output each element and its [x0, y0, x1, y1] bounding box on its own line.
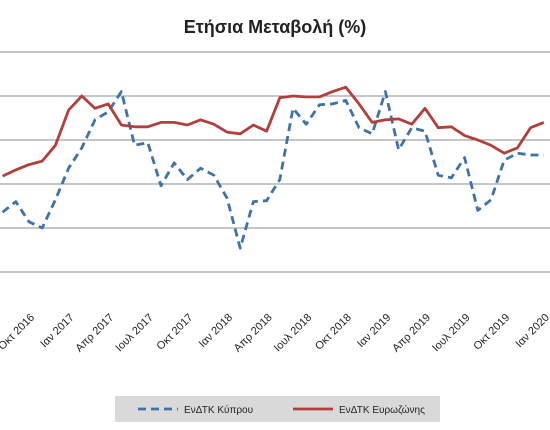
- series-line: [1, 90, 544, 250]
- x-tick-label: Ιουλ 2018: [272, 312, 315, 355]
- x-tick-label: Ιουλ 2019: [430, 312, 473, 355]
- chart-title: Ετήσια Μεταβολή (%): [184, 17, 367, 37]
- x-tick-label: Απρ 2018: [232, 312, 275, 355]
- x-tick-label: Απρ 2017: [73, 312, 116, 355]
- x-tick-label: Απρ 2019: [390, 312, 433, 355]
- x-tick-label: Ιουλ 2017: [113, 312, 156, 355]
- x-tick-label: Ιαν 2018: [197, 312, 236, 351]
- legend-label: ΕνΔΤΚ Ευρωζώνης: [339, 404, 425, 416]
- legend-label: ΕνΔΤΚ Κύπρου: [184, 404, 253, 416]
- x-tick-label: Ιαν 2020: [513, 312, 550, 351]
- x-tick-label: Οκτ 2017: [155, 312, 196, 353]
- x-tick-label: Ιαν 2019: [355, 312, 394, 351]
- x-tick-label: Οκτ 2016: [0, 312, 37, 353]
- x-tick-label: Οκτ 2018: [313, 312, 354, 353]
- x-tick-label: Οκτ 2019: [471, 312, 512, 353]
- series-line: [2, 85, 545, 178]
- x-tick-label: Ιαν 2017: [38, 312, 77, 351]
